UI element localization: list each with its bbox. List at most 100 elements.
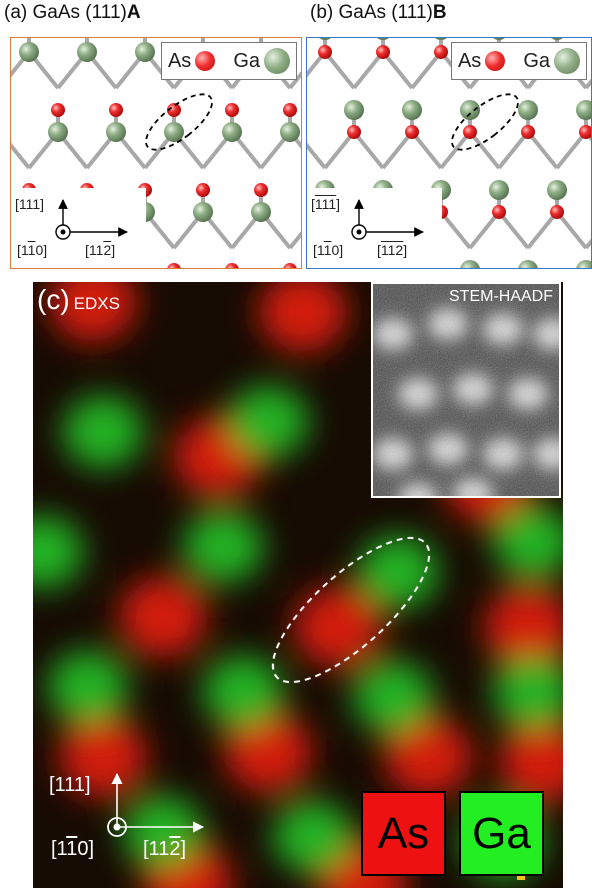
ga-atom — [493, 38, 505, 40]
ga-atom — [460, 100, 480, 120]
bond — [497, 210, 530, 250]
ga-atom — [547, 180, 567, 200]
axis-out-label: [110] — [313, 242, 344, 258]
axis-up-label: [111] — [49, 774, 91, 796]
axis-out-label: [110] — [17, 242, 48, 258]
ga-atom — [551, 38, 563, 40]
as-atom — [225, 263, 239, 268]
ga-atom-icon — [554, 48, 580, 74]
axis-out-dot — [113, 823, 121, 831]
as-atom — [492, 205, 506, 219]
ga-atom — [576, 100, 591, 120]
ga-atom — [576, 260, 591, 268]
panel-a-title-bold: A — [126, 2, 141, 23]
stem-haadf-inset: STEM-HAADF — [371, 282, 561, 498]
legend-ga-label: Ga — [523, 49, 550, 72]
ga-column — [48, 651, 128, 723]
as-atom — [167, 103, 181, 117]
stem-noise — [373, 284, 559, 496]
ga-atom — [377, 38, 389, 40]
bond — [307, 50, 327, 78]
as-atom — [347, 125, 361, 139]
bond — [555, 130, 588, 170]
as-atom — [167, 263, 181, 268]
panel-b-structure: As Ga [111] [110] [112] — [306, 37, 592, 269]
ga-atom — [402, 100, 422, 120]
bond — [439, 130, 472, 170]
panel-b-title-bold: B — [432, 2, 447, 23]
as-column — [294, 587, 382, 667]
bond — [526, 130, 559, 170]
ga-atom — [164, 122, 184, 142]
ga-atom — [280, 122, 300, 142]
as-column — [499, 722, 563, 802]
axis-out-dot — [60, 229, 66, 235]
bond — [381, 130, 414, 170]
bond — [323, 130, 356, 170]
ga-atom — [77, 42, 97, 62]
as-atom — [318, 45, 332, 59]
ga-atom — [251, 202, 271, 222]
ga-atom — [48, 122, 68, 142]
stem-haadf-image — [373, 284, 559, 496]
ga-atom — [518, 100, 538, 120]
as-atom — [225, 103, 239, 117]
ga-column — [33, 516, 83, 588]
panel-c-edxs-map: (c) EDXS STEM-HAADF [111] [110] [112] As … — [33, 282, 563, 888]
as-atom — [109, 103, 123, 117]
ga-atom — [435, 38, 447, 40]
stem-haadf-label: STEM-HAADF — [449, 288, 553, 305]
as-column — [484, 587, 563, 667]
ga-atom — [489, 180, 509, 200]
ga-atom — [344, 100, 364, 120]
as-atom — [521, 125, 535, 139]
panel-a-structure: As Ga [111] [110] [112] — [10, 37, 302, 269]
ga-atom — [222, 122, 242, 142]
as-atom — [405, 125, 419, 139]
axis-up-label: [111] — [15, 196, 45, 212]
dimer-ellipse — [451, 93, 519, 151]
ga-column — [228, 386, 308, 458]
panel-b-legend: As Ga — [450, 42, 587, 80]
ga-column — [493, 656, 563, 728]
ga-atom — [106, 122, 126, 142]
as-column — [49, 282, 137, 342]
legend-ga-label: Ga — [233, 49, 260, 72]
as-column — [259, 282, 347, 352]
axis-out-label: [110] — [51, 838, 95, 860]
as-column — [224, 712, 312, 792]
ga-atom-icon — [264, 48, 290, 74]
as-atom — [463, 125, 477, 139]
ga-atom — [518, 260, 538, 268]
ga-column — [63, 396, 143, 468]
bond — [288, 71, 301, 90]
bond — [288, 231, 301, 250]
as-atom — [579, 125, 591, 139]
axis-up-label: [111] — [311, 196, 341, 212]
as-atom — [550, 205, 564, 219]
as-column — [119, 577, 207, 657]
ga-atom — [460, 260, 480, 268]
bond — [352, 130, 385, 170]
panel-a-legend: As Ga — [160, 42, 297, 80]
as-column — [384, 717, 472, 797]
panel-b-title-text: (b) GaAs (111) — [310, 2, 433, 23]
ga-color-key: Ga — [459, 791, 544, 876]
as-atom — [434, 45, 448, 59]
axis-out-dot — [356, 229, 362, 235]
ga-column — [183, 511, 263, 583]
ga-column — [203, 656, 283, 728]
bond — [323, 50, 356, 90]
bond — [307, 142, 327, 170]
bond — [381, 50, 414, 90]
bond — [439, 210, 472, 250]
marker-tick — [517, 876, 525, 880]
ga-atom — [193, 202, 213, 222]
as-atom — [254, 183, 268, 197]
bond — [352, 50, 385, 90]
ga-column — [273, 801, 353, 873]
ga-column — [353, 661, 433, 733]
panel-a-title-text: (a) GaAs (111) — [4, 2, 127, 23]
dimer-ellipse — [271, 536, 431, 684]
ga-atom — [19, 42, 39, 62]
